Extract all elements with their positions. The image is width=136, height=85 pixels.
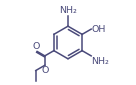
Text: OH: OH	[92, 25, 106, 34]
Text: NH₂: NH₂	[92, 57, 109, 66]
Text: NH₂: NH₂	[59, 6, 77, 15]
Text: O: O	[41, 66, 49, 75]
Text: O: O	[33, 42, 40, 51]
